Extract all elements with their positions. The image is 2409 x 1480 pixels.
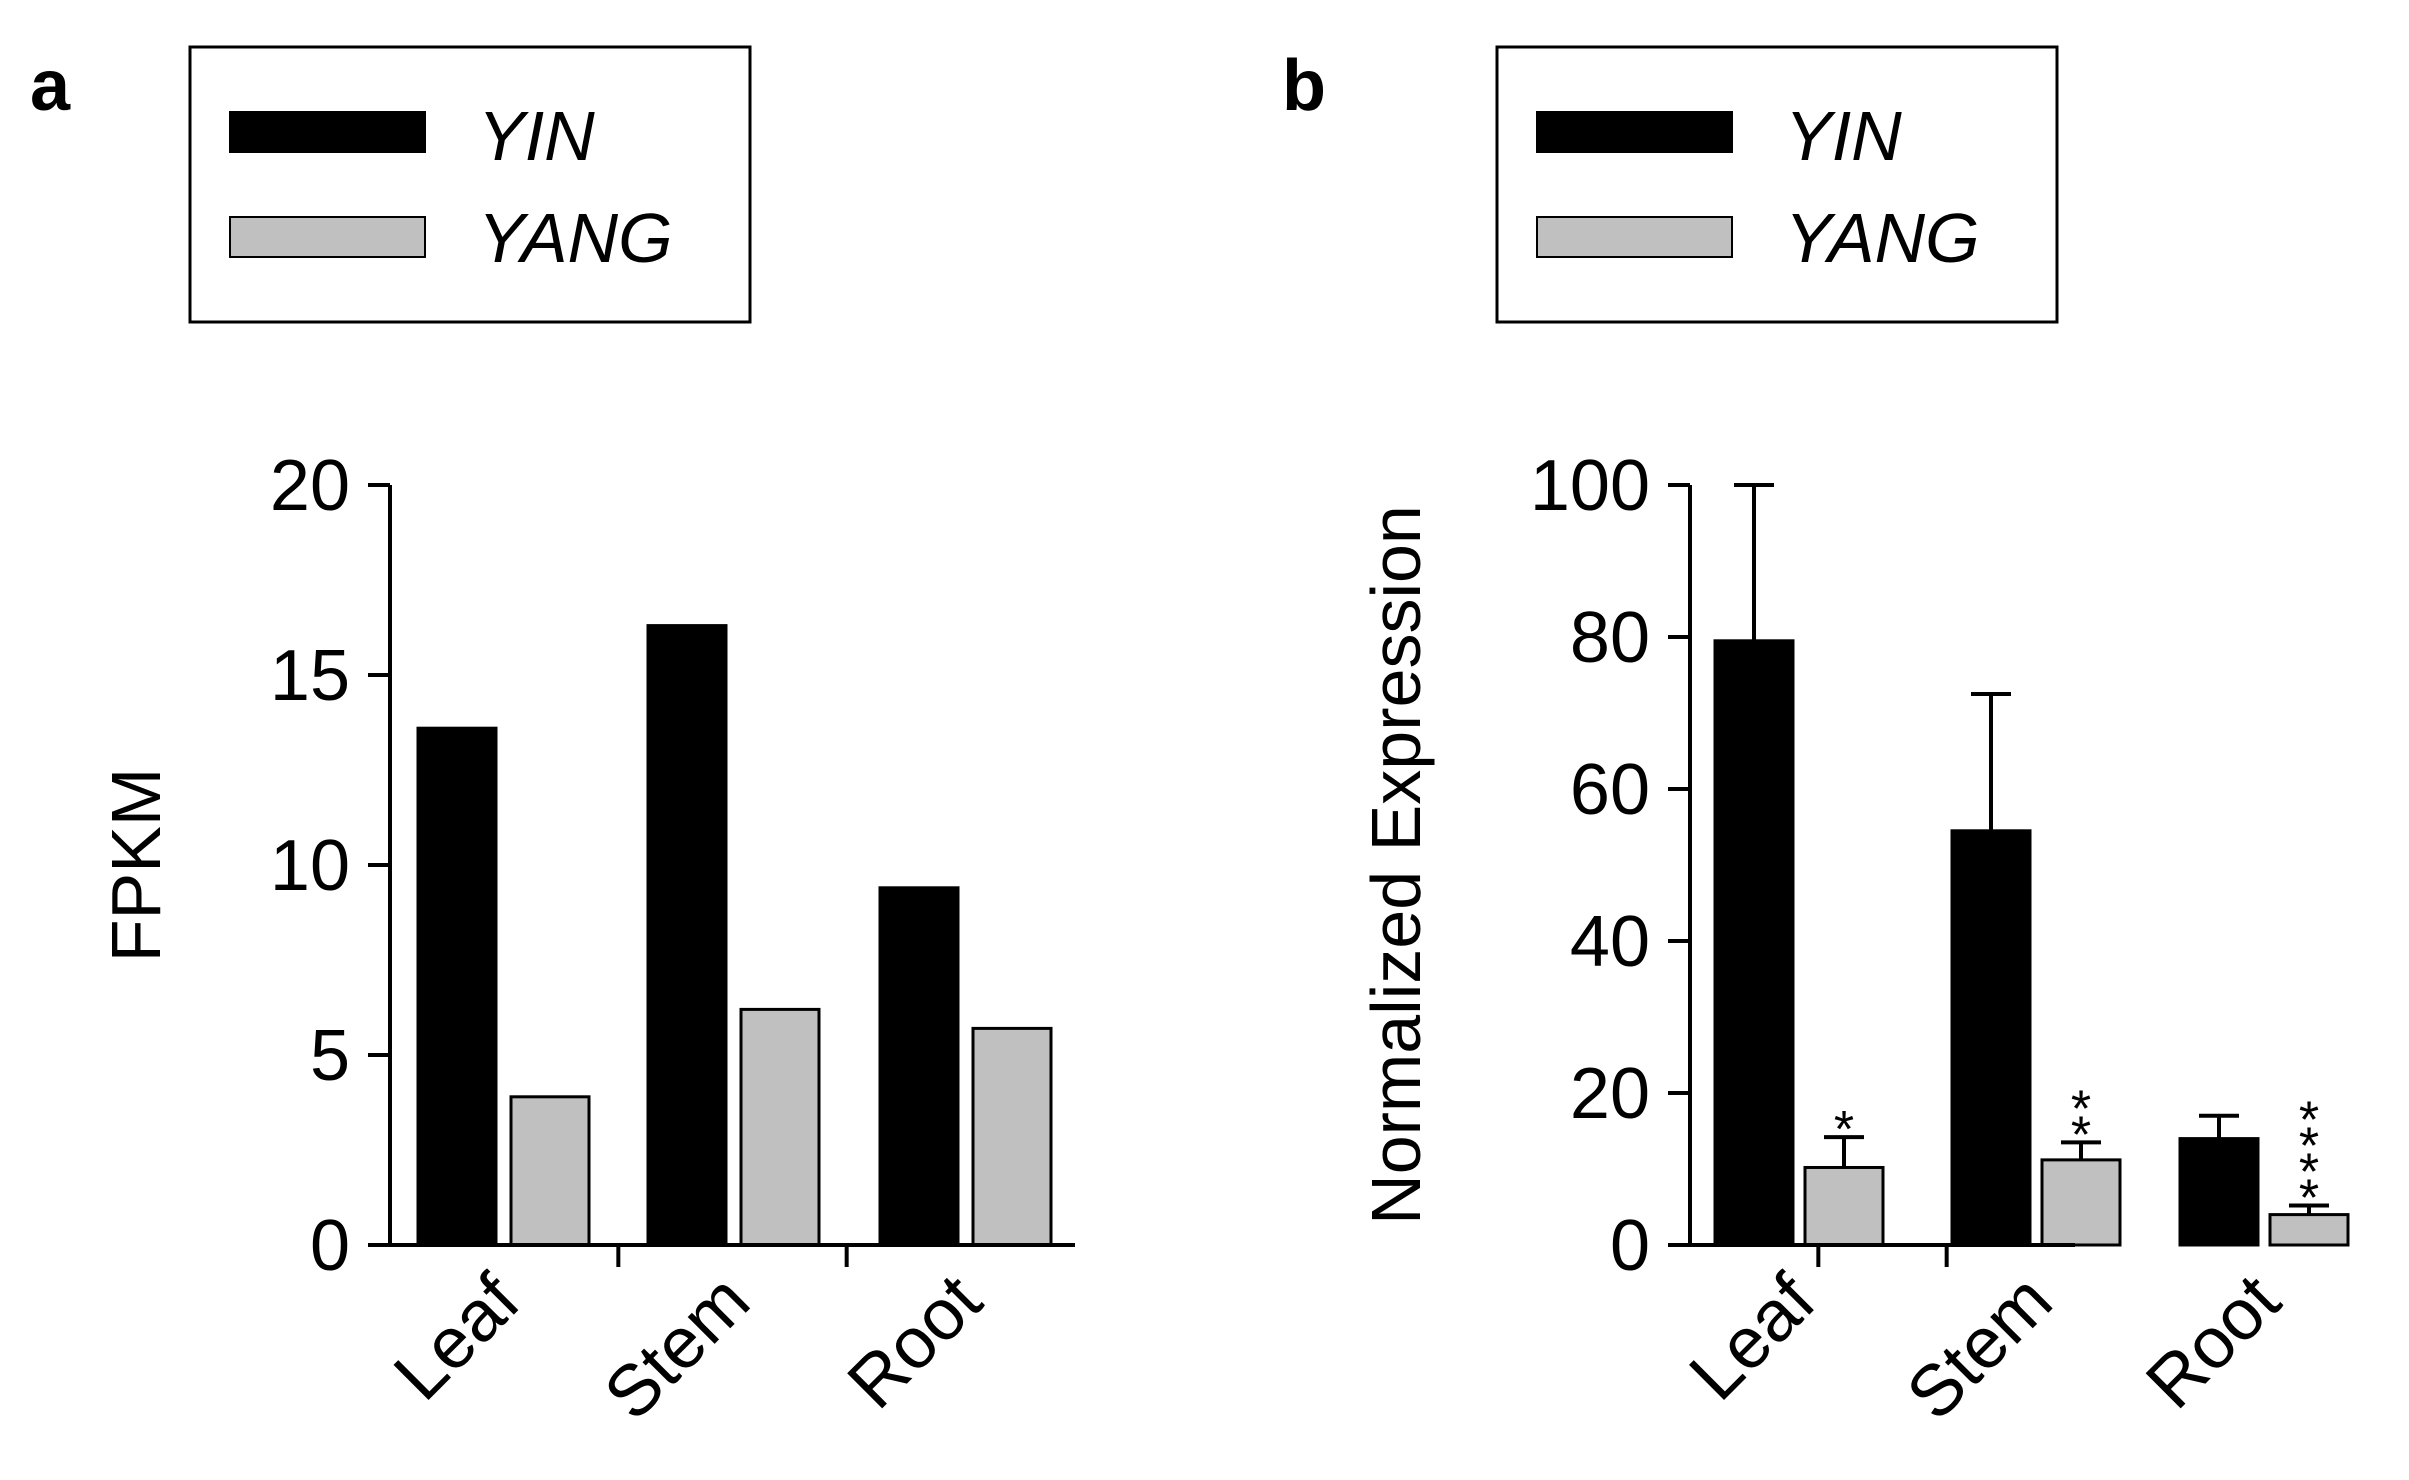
bar-yin-stem <box>1950 829 2032 1247</box>
panel-a-legend: YIN YANG <box>188 45 752 324</box>
panel-a-y-tick-labels: 0 5 10 15 20 <box>270 446 350 1286</box>
error-bar-yang-stem <box>2061 1140 2101 1160</box>
panel-a-legend-label-yang: YANG <box>478 199 673 277</box>
significance-root: **** <box>2299 1091 2319 1227</box>
panel-b-bars <box>1713 639 2350 1247</box>
significance-stem: ** <box>2071 1080 2091 1164</box>
x-category-label-leaf: Leaf <box>379 1259 535 1415</box>
bar-yin-leaf <box>416 726 498 1247</box>
panel-b-legend-label-yang: YANG <box>1785 199 1980 277</box>
bar-yang-leaf <box>509 1095 591 1247</box>
panel-b-legend-label-yin: YIN <box>1785 97 1902 175</box>
panel-a-label: a <box>30 46 71 126</box>
panel-a-legend-label-yin: YIN <box>478 97 595 175</box>
bar-yin-leaf <box>1713 639 1795 1247</box>
panel-a-x-category-labels: Leaf Stem Root <box>379 1259 997 1435</box>
bar-yang-root <box>971 1026 1053 1247</box>
y-tick-label: 60 <box>1570 750 1650 830</box>
panel-b-axes <box>1668 483 2075 1267</box>
bar-yin-stem <box>646 624 728 1247</box>
bar-yang-leaf <box>1803 1165 1885 1247</box>
error-bar-yin-stem <box>1971 692 2011 831</box>
bar-yin-root <box>878 886 960 1247</box>
panel-b-legend-swatch-yin <box>1536 111 1733 153</box>
error-bar-yang-root <box>2289 1203 2329 1215</box>
panel-b-legend-box <box>1495 45 2059 324</box>
panel-b-x-category-labels: Leaf Stem Root <box>1675 1259 2296 1435</box>
bar-yang-stem <box>739 1007 821 1247</box>
y-tick-label: 0 <box>310 1206 350 1286</box>
bar-yin-root <box>2178 1137 2260 1247</box>
panel-b-legend-swatch-yang <box>1536 216 1733 258</box>
y-tick-label: 80 <box>1570 598 1650 678</box>
y-tick-label: 15 <box>270 636 350 716</box>
panel-b-y-tick-labels: 0 20 40 60 80 100 <box>1530 446 1650 1286</box>
error-bar-yang-leaf <box>1824 1135 1864 1168</box>
panel-b-error-bars <box>1734 483 2329 1215</box>
y-tick-label: 5 <box>310 1016 350 1096</box>
panel-b: b YIN YANG Normalized Expression * ** ****… <box>1282 45 2350 1435</box>
x-category-label-stem: Stem <box>589 1260 764 1435</box>
panel-a-legend-box <box>188 45 752 324</box>
panel-a-axes <box>368 483 1075 1267</box>
panel-b-y-axis-title: Normalized Expression <box>1357 505 1435 1225</box>
x-category-label-root: Root <box>833 1260 997 1424</box>
bar-yang-stem <box>2040 1158 2122 1247</box>
error-bar-yin-leaf <box>1734 483 1774 641</box>
x-category-label-leaf: Leaf <box>1675 1259 1831 1415</box>
x-category-label-stem: Stem <box>1892 1260 2067 1435</box>
panel-b-label: b <box>1282 46 1326 126</box>
panel-a: a YIN YANG FPKM 0 5 10 15 20 Leaf Stem Root <box>30 45 1075 1435</box>
panel-b-legend: YIN YANG <box>1495 45 2059 324</box>
error-bar-yin-root <box>2199 1113 2239 1139</box>
panel-a-bars <box>416 624 1053 1247</box>
y-tick-label: 20 <box>1570 1054 1650 1134</box>
significance-leaf: * <box>1834 1101 1854 1159</box>
x-category-label-root: Root <box>2131 1260 2295 1424</box>
panel-a-legend-swatch-yin <box>229 111 426 153</box>
y-tick-label: 40 <box>1570 902 1650 982</box>
panel-a-y-axis-title: FPKM <box>97 768 175 962</box>
y-tick-label: 10 <box>270 826 350 906</box>
y-tick-label: 100 <box>1530 446 1650 526</box>
y-tick-label: 0 <box>1610 1206 1650 1286</box>
y-tick-label: 20 <box>270 446 350 526</box>
panel-a-legend-swatch-yang <box>229 216 426 258</box>
panel-b-significance-marks: * ** **** <box>1834 1080 2319 1227</box>
